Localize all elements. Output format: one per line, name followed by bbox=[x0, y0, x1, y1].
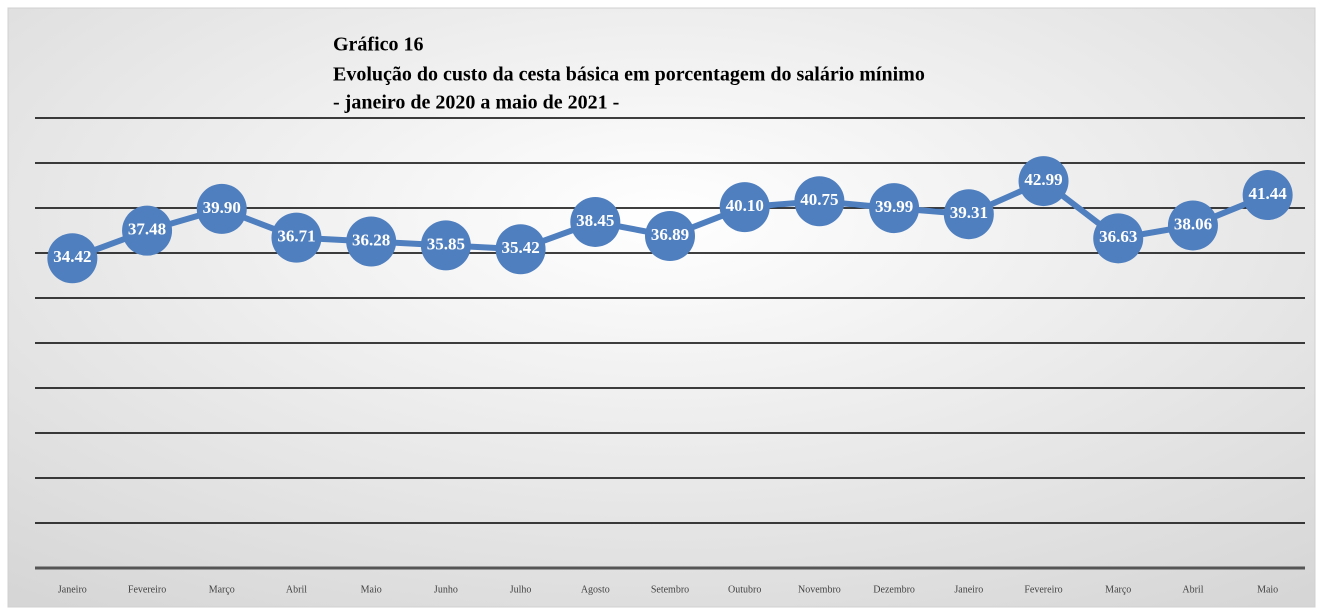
marker bbox=[47, 233, 98, 284]
marker bbox=[570, 196, 621, 247]
x-tick-label: Fevereiro bbox=[128, 584, 166, 595]
chart-title: Gráfico 16 bbox=[333, 34, 424, 56]
marker bbox=[1242, 170, 1293, 221]
x-tick-label: Agosto bbox=[581, 584, 610, 595]
marker bbox=[943, 189, 994, 240]
data-label: 36.63 bbox=[1099, 227, 1137, 246]
marker bbox=[869, 183, 920, 234]
data-label: 36.71 bbox=[277, 227, 315, 246]
data-label: 38.06 bbox=[1174, 214, 1212, 233]
marker bbox=[420, 220, 471, 271]
x-tick-label: Dezembro bbox=[873, 584, 915, 595]
data-label: 39.31 bbox=[950, 203, 988, 222]
x-tick-label: Janeiro bbox=[954, 584, 983, 595]
data-label: 39.90 bbox=[203, 198, 241, 217]
marker bbox=[645, 210, 695, 261]
x-tick-label: Maio bbox=[361, 584, 382, 595]
data-label: 35.85 bbox=[427, 234, 465, 253]
x-tick-label: Abril bbox=[286, 584, 307, 595]
data-label: 36.28 bbox=[352, 230, 390, 249]
x-tick-label: Abril bbox=[1182, 584, 1203, 595]
x-tick-label: Janeiro bbox=[58, 584, 87, 595]
data-label: 38.45 bbox=[576, 211, 614, 230]
data-label: 36.89 bbox=[651, 225, 689, 244]
x-tick-label: Outubro bbox=[728, 584, 761, 595]
x-tick-label: Setembro bbox=[651, 584, 689, 595]
chart-period: - janeiro de 2020 a maio de 2021 - bbox=[333, 92, 619, 114]
marker bbox=[196, 183, 247, 234]
marker bbox=[1167, 200, 1218, 251]
x-tick-label: Fevereiro bbox=[1024, 584, 1062, 595]
x-tick-label: Maio bbox=[1257, 584, 1278, 595]
marker bbox=[271, 212, 322, 263]
x-tick-label: Novembro bbox=[798, 584, 841, 595]
marker bbox=[794, 176, 845, 227]
marker bbox=[1018, 156, 1069, 207]
data-label: 37.48 bbox=[128, 220, 166, 239]
marker bbox=[719, 182, 770, 233]
data-label: 41.44 bbox=[1249, 184, 1288, 203]
data-label: 35.42 bbox=[501, 238, 539, 257]
marker bbox=[122, 205, 173, 256]
marker bbox=[1093, 213, 1144, 264]
marker bbox=[346, 216, 397, 267]
data-label: 40.10 bbox=[726, 196, 764, 215]
marker bbox=[495, 224, 546, 275]
data-label: 39.99 bbox=[875, 197, 913, 216]
chart-subtitle: Evolução do custo da cesta básica em por… bbox=[333, 64, 925, 86]
x-tick-label: Março bbox=[209, 584, 235, 595]
x-tick-label: Março bbox=[1105, 584, 1131, 595]
data-label: 34.42 bbox=[53, 247, 91, 266]
data-label: 42.99 bbox=[1024, 170, 1062, 189]
x-tick-label: Julho bbox=[510, 584, 532, 595]
chart-background bbox=[7, 7, 1316, 608]
x-tick-label: Junho bbox=[434, 584, 458, 595]
data-label: 40.75 bbox=[800, 190, 838, 209]
